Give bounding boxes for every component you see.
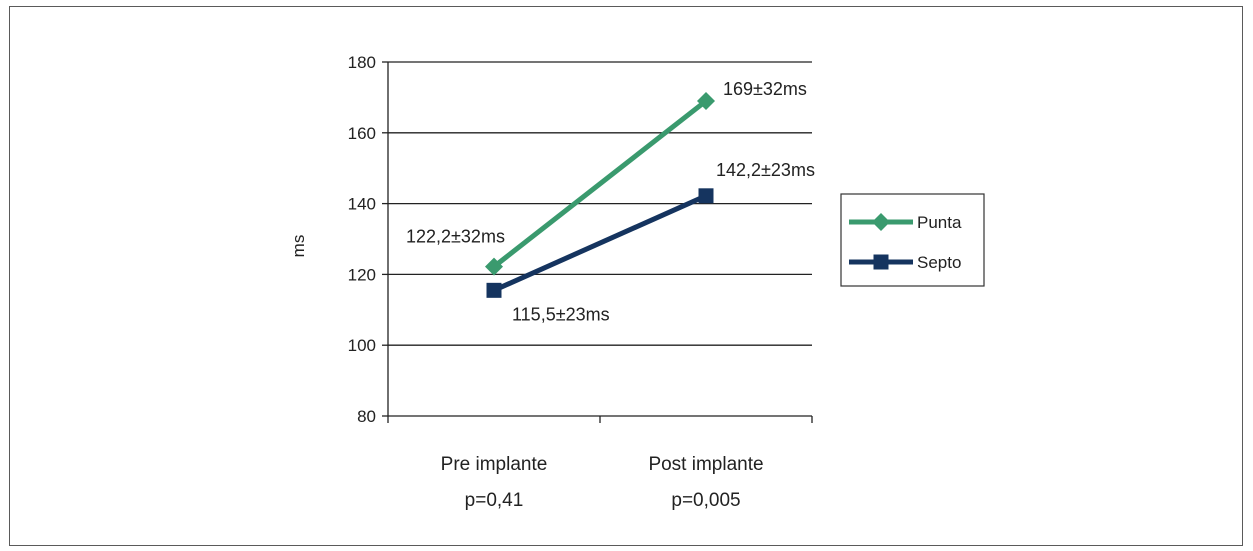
legend: Punta Septo — [840, 193, 985, 287]
data-label: 115,5±23ms — [512, 304, 610, 324]
data-labels: 122,2±32ms 169±32ms 115,5±23ms 142,2±23ms — [406, 79, 815, 324]
y-tick-label: 80 — [357, 407, 376, 426]
legend-marker — [873, 254, 889, 270]
y-tick-label: 160 — [348, 124, 376, 143]
chart-frame — [9, 6, 1243, 546]
y-tick-label: 180 — [348, 53, 376, 72]
data-label: 169±32ms — [723, 79, 807, 99]
legend-marker — [872, 213, 890, 231]
series-line-septo — [492, 193, 708, 293]
data-point-punta — [485, 257, 503, 276]
x-category-labels: Pre implante p=0,41 Post implante p=0,005 — [441, 454, 764, 511]
legend-label: Septo — [917, 253, 961, 272]
gridlines — [388, 61, 812, 346]
series-lines — [485, 91, 715, 298]
x-category-label: Pre implante — [441, 454, 548, 475]
legend-label: Punta — [917, 213, 962, 232]
axes — [382, 61, 813, 423]
data-point-punta — [697, 91, 715, 110]
y-tick-label: 120 — [348, 265, 376, 284]
data-label: 142,2±23ms — [716, 160, 815, 180]
legend-box — [840, 193, 985, 287]
data-point-septo — [698, 188, 714, 204]
y-axis-label: ms — [289, 235, 308, 258]
x-sublabel: p=0,41 — [465, 490, 524, 511]
data-point-septo — [486, 282, 502, 298]
y-tick-label: 100 — [348, 336, 376, 355]
y-tick-labels: 80 100 120 140 160 180 — [348, 53, 376, 426]
series-line-punta — [492, 98, 708, 269]
data-label: 122,2±32ms — [406, 227, 505, 247]
x-sublabel: p=0,005 — [671, 490, 740, 511]
y-tick-label: 140 — [348, 195, 376, 214]
x-category-label: Post implante — [648, 454, 763, 475]
